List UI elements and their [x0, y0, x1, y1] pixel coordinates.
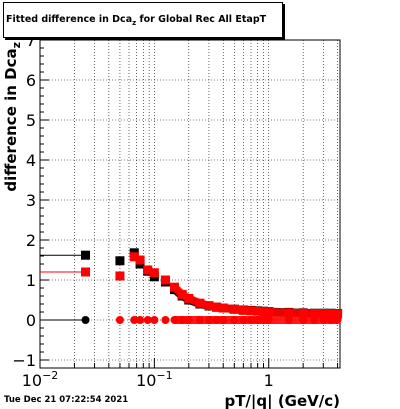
- plot-frame: [39, 39, 341, 369]
- title-subscript: z: [132, 19, 137, 27]
- y-tick-label: 5: [26, 111, 36, 130]
- series-dense-band: [171, 284, 338, 318]
- chart-title: Fitted difference in Dcaz for Global Rec…: [6, 14, 266, 27]
- y-tick-label: 3: [26, 191, 36, 210]
- x-tick-label: 1: [264, 371, 274, 390]
- title-box: Fitted difference in Dcaz for Global Rec…: [3, 2, 283, 38]
- y-tick-label: 2: [26, 231, 36, 250]
- data-point-square: [135, 255, 145, 265]
- y-tick-label: 4: [26, 151, 36, 170]
- title-tail: for Global Rec All EtapT: [136, 14, 267, 25]
- data-point-square: [81, 250, 91, 260]
- x-tick-label: 10−1: [136, 369, 173, 390]
- data-point-square: [129, 252, 139, 262]
- data-point-square: [115, 256, 125, 266]
- x-axis-label: pT/|q| (GeV/c): [224, 392, 340, 409]
- y-tick-label: 7: [26, 31, 36, 50]
- data-point-square: [81, 267, 91, 277]
- data-point-circle: [115, 316, 124, 324]
- y-tick-label: 1: [26, 271, 36, 290]
- y-tick-label: 6: [26, 71, 36, 90]
- data-point-square: [149, 268, 159, 278]
- data-point-square: [115, 271, 125, 281]
- y-tick-label: −1: [12, 351, 36, 370]
- data-point-square: [143, 265, 153, 275]
- data-point-circle: [150, 316, 159, 324]
- y-axis-label: difference in Dcaz: [2, 42, 23, 192]
- data-point-circle: [130, 316, 139, 324]
- x-tick-label: 10−2: [22, 369, 59, 390]
- data-point-square: [160, 275, 170, 285]
- timestamp-footer: Tue Dec 21 07:22:54 2021: [4, 395, 129, 405]
- data-point-circle: [161, 316, 170, 324]
- data-point-circle: [136, 316, 145, 324]
- data-point-circle: [81, 316, 90, 324]
- data-point-circle: [143, 316, 152, 324]
- y-tick-label: 0: [26, 311, 36, 330]
- title-main: Fitted difference in Dca: [6, 14, 133, 25]
